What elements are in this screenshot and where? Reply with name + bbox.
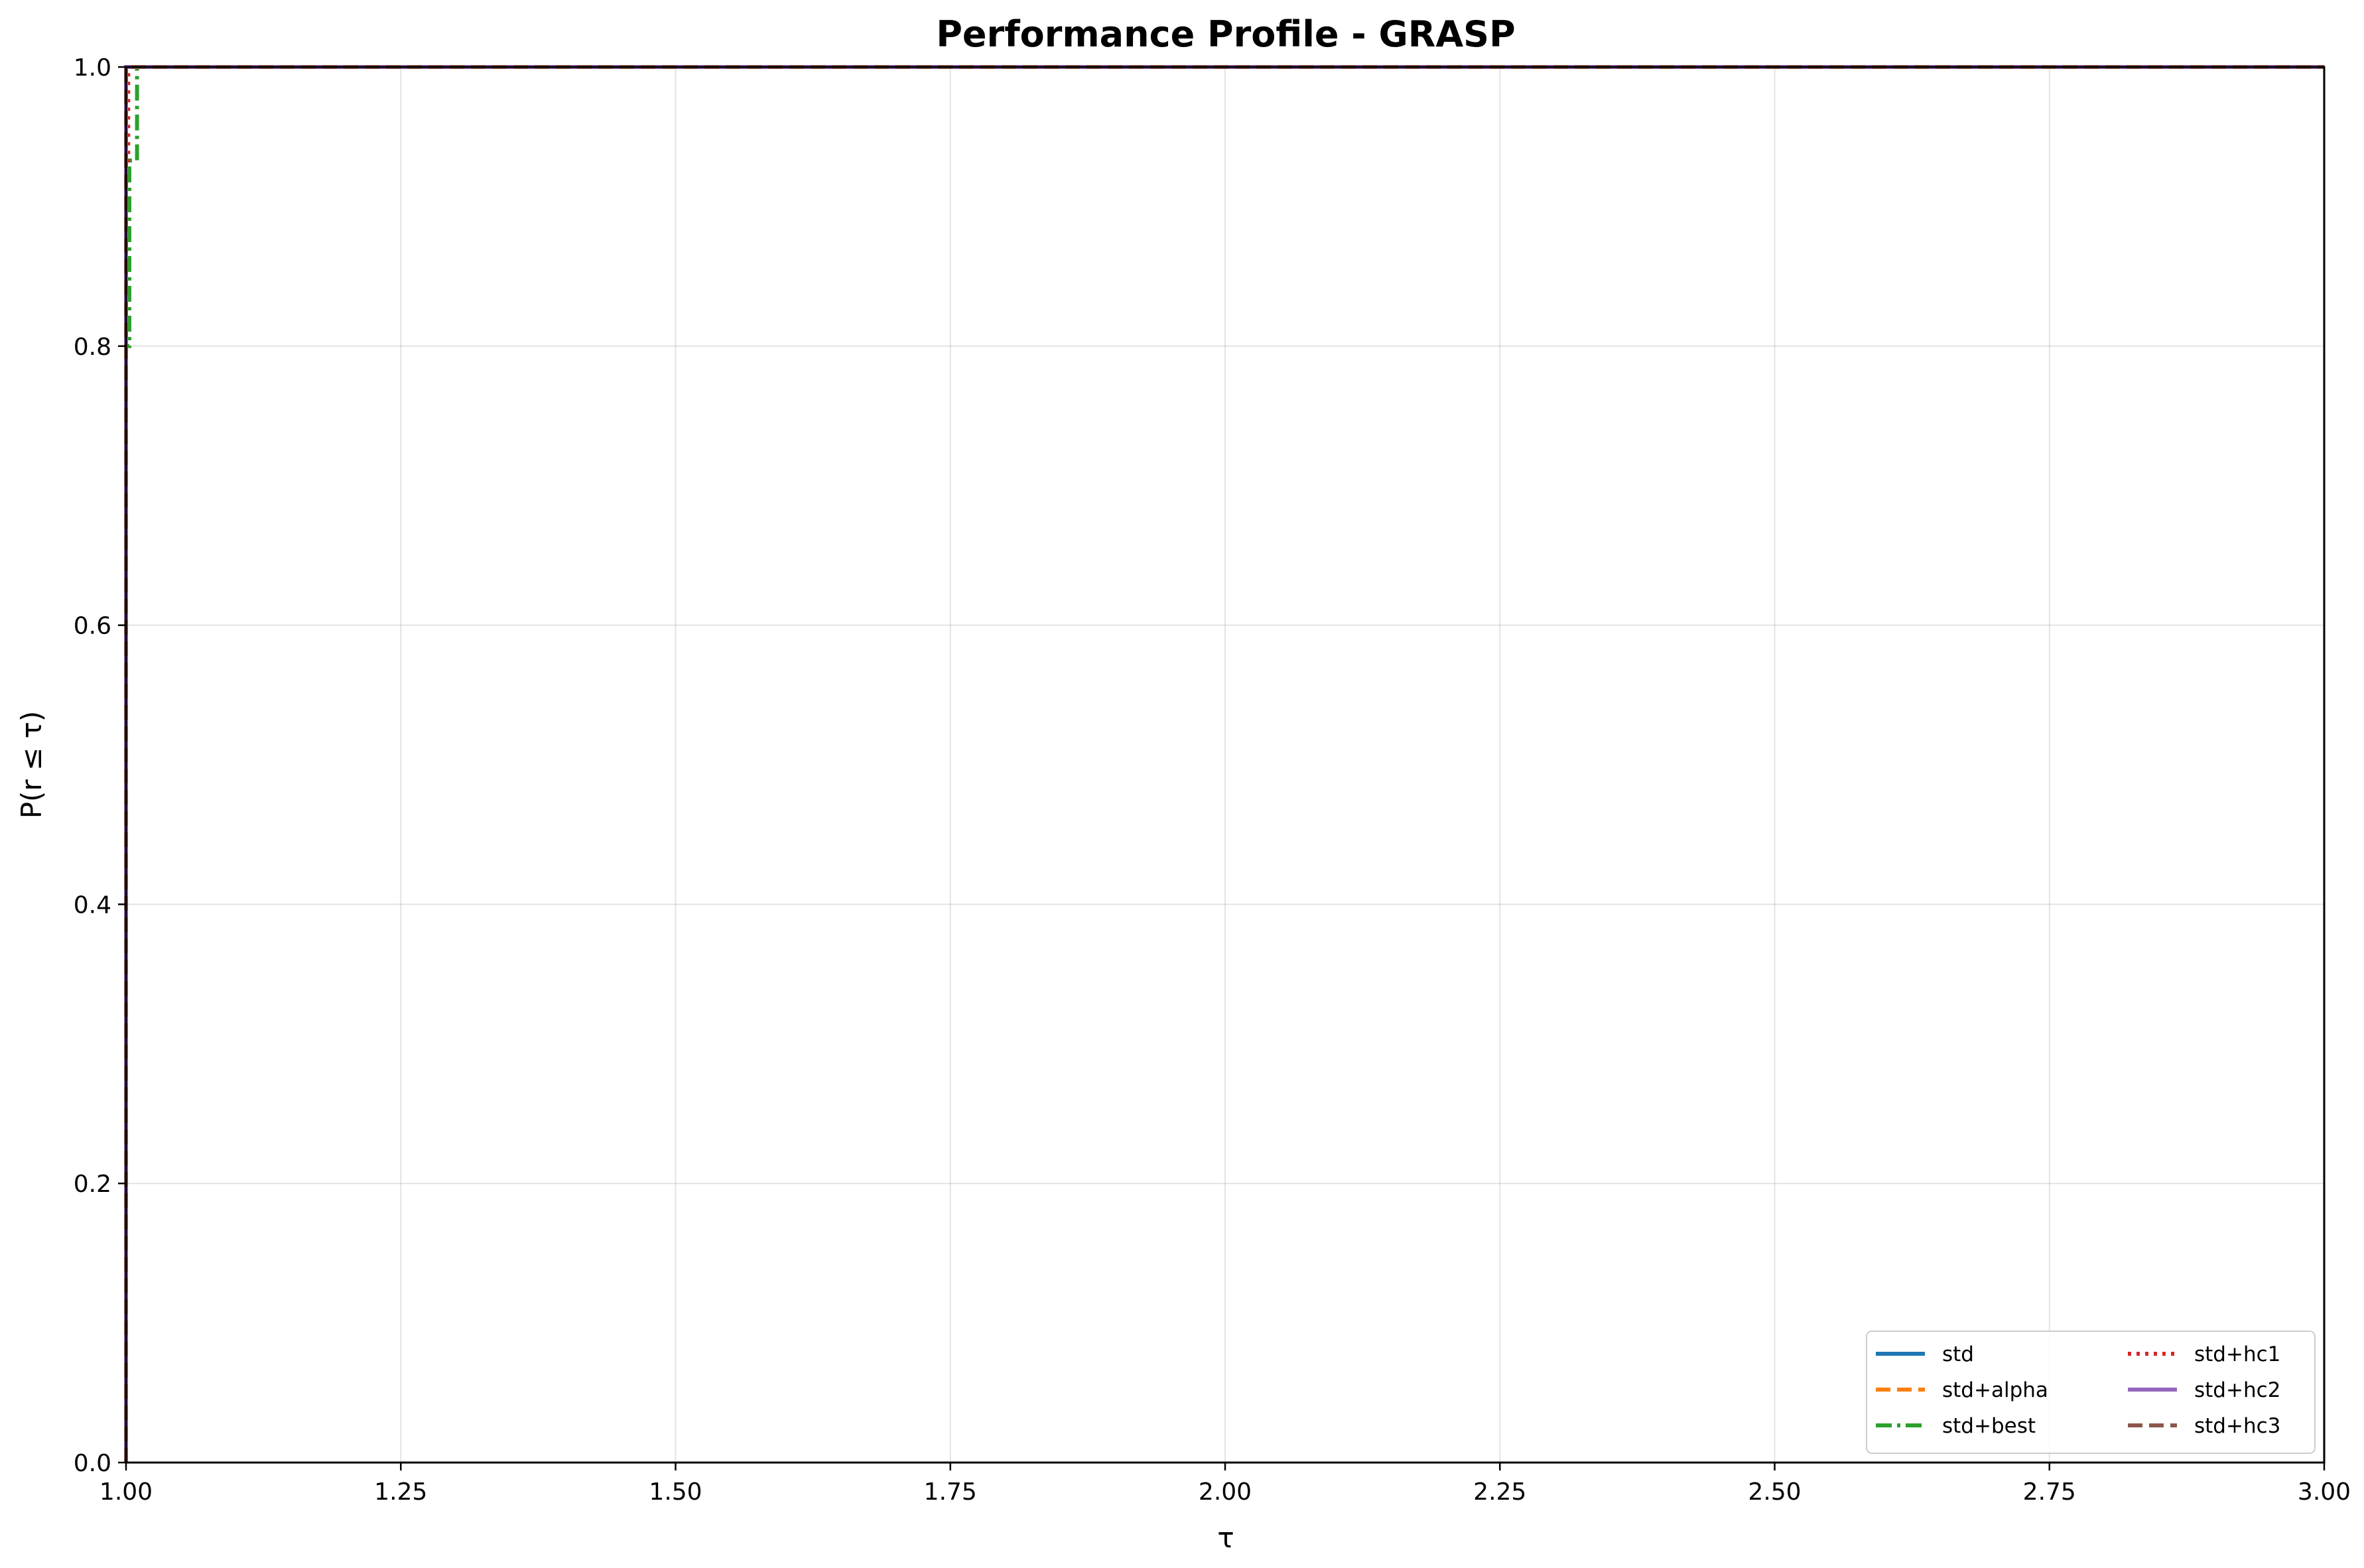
x-tick-label: 1.25 [374, 1478, 427, 1506]
y-tick-label: 0.6 [74, 613, 111, 640]
legend: std std+alpha std+best std+hc1 std+hc2 std+hc… [1866, 1331, 2316, 1454]
x-tick-label: 3.00 [2298, 1478, 2351, 1506]
x-axis-label: τ [1217, 1522, 1234, 1554]
chart-title: Performance Profile - GRASP [936, 13, 1515, 55]
x-tick-label: 1.50 [649, 1478, 702, 1506]
x-tick-label: 1.75 [924, 1478, 977, 1506]
x-tick-label: 1.00 [99, 1478, 153, 1506]
x-tick-label: 2.50 [1748, 1478, 1801, 1506]
y-tick-label: 0.2 [74, 1171, 111, 1198]
series-line-std-hc1 [124, 65, 2324, 1463]
y-tick-label: 1.0 [74, 54, 111, 82]
legend-label: std+hc3 [2194, 1414, 2280, 1438]
y-tick-label: 0.0 [74, 1450, 111, 1477]
legend-label: std+alpha [1942, 1378, 2048, 1402]
y-axis-label: P(r ≤ τ) [15, 711, 48, 819]
x-tick-label: 2.75 [2023, 1478, 2076, 1506]
y-tick-label: 0.4 [74, 891, 111, 919]
legend-label: std [1942, 1342, 1974, 1366]
y-tick-label: 0.8 [74, 334, 111, 361]
legend-label: std+hc2 [2194, 1378, 2280, 1402]
axis-ticks: 1.00 1.25 1.50 1.75 2.00 2.25 2.50 2.75 3.00 0.0 0… [74, 54, 2351, 1506]
x-tick-label: 2.25 [1473, 1478, 1526, 1506]
x-tick-label: 2.00 [1199, 1478, 1252, 1506]
legend-label: std+hc1 [2194, 1342, 2280, 1366]
legend-label: std+best [1942, 1414, 2036, 1438]
legend-box [1866, 1331, 2316, 1454]
